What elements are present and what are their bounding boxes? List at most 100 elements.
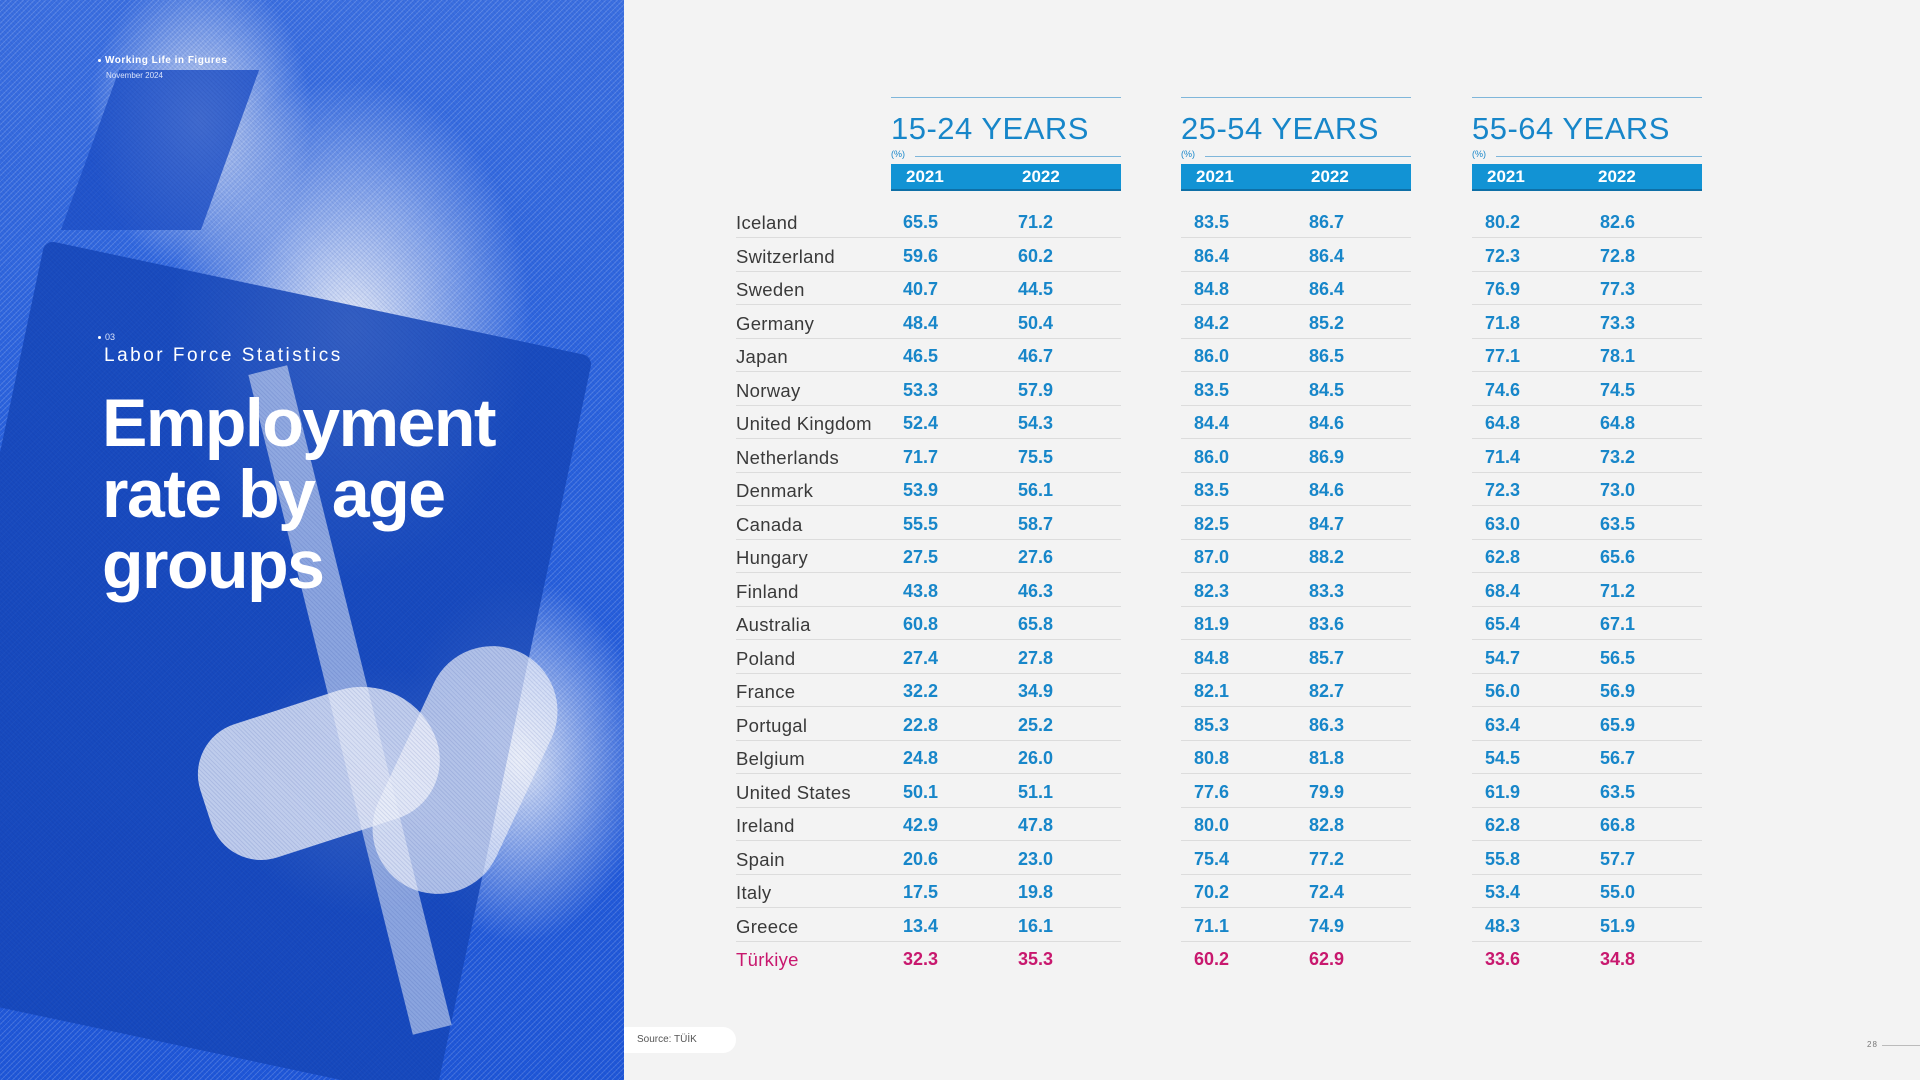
rate-value: 66.8 [1600,815,1636,835]
row-divider [1181,639,1411,640]
row-divider [1472,438,1702,439]
rate-value: 74.6 [1485,379,1521,400]
table-row: Hungary 27.5 27.6 87.0 88.2 62.8 65.6 [736,539,1736,573]
country-name: Finland [736,580,799,602]
bullet-icon [98,336,101,340]
rate-value: 84.2 [1194,312,1230,333]
rate-value: 60.8 [903,614,939,634]
country-name: Portugal [736,714,808,736]
rate-value: 87.0 [1194,547,1230,567]
row-divider [1472,337,1702,339]
country-name: Switzerland [736,245,835,267]
rate-value: 32.2 [903,681,939,701]
row-divider [1472,907,1702,908]
row-divider [1472,371,1702,372]
row-divider [1472,840,1702,841]
rate-value: 46.7 [1018,346,1054,366]
row-divider [1472,471,1702,473]
rate-value: 73.3 [1600,312,1636,333]
rate-value: 80.2 [1485,212,1521,232]
rate-value: 27.8 [1018,647,1054,668]
table-row: Italy 17.5 19.8 70.2 72.4 53.4 55.0 [736,874,1736,908]
rate-value: 86.7 [1309,212,1345,232]
rate-value: 55.0 [1600,882,1636,902]
table-row: Ireland 42.9 47.8 80.0 82.8 62.8 66.8 [736,807,1736,841]
rate-value: 53.4 [1485,882,1521,902]
row-divider [1472,706,1702,707]
rate-value: 70.2 [1194,882,1230,902]
rate-value: 84.8 [1194,647,1230,668]
bullet-icon [98,58,101,62]
table-row: United States 50.1 51.1 77.6 79.9 61.9 63.5 [736,774,1736,808]
rate-value: 43.8 [903,580,939,601]
row-divider [1181,438,1411,439]
rate-value: 63.4 [1485,714,1521,735]
rate-value: 20.6 [903,848,939,869]
group-years-bar: 2021 2022 [1181,164,1411,191]
rate-value: 54.3 [1018,413,1054,433]
row-divider [1472,304,1702,305]
rate-value: 83.5 [1194,212,1230,232]
hero-panel: Working Life in Figures November 2024 03… [0,0,624,1080]
year-label: 2021 [1487,167,1525,186]
table-row: Sweden 40.7 44.5 84.8 86.4 76.9 77.3 [736,271,1736,305]
table-row: Germany 48.4 50.4 84.2 85.2 71.8 73.3 [736,305,1736,339]
rate-value: 50.1 [903,781,939,802]
country-name: Japan [736,346,788,367]
table-row: Australia 60.8 65.8 81.9 83.6 65.4 67.1 [736,606,1736,640]
row-divider [1181,773,1411,774]
rate-value: 17.5 [903,882,939,902]
rate-value: 86.3 [1309,714,1345,735]
rate-value: 82.6 [1600,212,1636,232]
rate-value: 88.2 [1309,547,1345,567]
year-label: 2022 [1311,167,1349,186]
rate-value: 71.2 [1600,580,1636,601]
row-divider [736,605,1121,607]
group-unit-row: (%) [891,149,1121,163]
row-divider [736,237,1121,238]
row-divider [736,438,1121,439]
rate-value: 72.8 [1600,245,1636,266]
rate-value: 60.2 [1018,245,1054,266]
rate-value: 56.5 [1600,647,1636,668]
country-name: Netherlands [736,446,840,468]
rate-value: 75.5 [1018,446,1054,467]
row-divider [736,773,1121,774]
rate-value: 85.2 [1309,312,1345,333]
row-divider [1472,739,1702,741]
table-row: Spain 20.6 23.0 75.4 77.2 55.8 57.7 [736,841,1736,875]
country-name: Ireland [736,815,795,836]
group-top-rule [891,97,1121,98]
rate-value: 86.5 [1309,346,1345,366]
rate-value: 83.5 [1194,480,1230,500]
table-row: Norway 53.3 57.9 83.5 84.5 74.6 74.5 [736,372,1736,406]
group-header-25-54: 25-54 YEARS (%) 2021 2022 [1181,97,1411,191]
hero-halftone-overlay [0,0,624,1080]
row-divider [1181,706,1411,707]
row-divider [1181,907,1411,908]
rate-value: 25.2 [1018,714,1054,735]
row-divider [1181,739,1411,741]
rate-value: 82.1 [1194,681,1230,701]
row-divider [736,739,1121,741]
year-label: 2021 [906,167,944,186]
year-label: 2021 [1196,167,1234,186]
publication-title: Working Life in Figures [105,55,228,66]
rate-value: 54.7 [1485,647,1521,668]
page-title-line: groups [102,527,325,603]
country-name: Germany [736,312,815,334]
row-divider [1472,806,1702,808]
table-row: Netherlands 71.7 75.5 86.0 86.9 71.4 73.2 [736,439,1736,473]
rate-value: 27.4 [903,647,939,668]
country-name: Spain [736,848,785,870]
group-unit-row: (%) [1472,149,1702,163]
rate-value: 63.5 [1600,513,1636,534]
rate-value: 81.9 [1194,614,1230,634]
row-divider [736,672,1121,674]
country-name: Australia [736,614,811,635]
row-divider [1472,505,1702,506]
rate-value: 71.7 [903,446,939,467]
country-name: Denmark [736,480,814,501]
table-row: France 32.2 34.9 82.1 82.7 56.0 56.9 [736,673,1736,707]
table-row: United Kingdom 52.4 54.3 84.4 84.6 64.8 64.8 [736,405,1736,439]
